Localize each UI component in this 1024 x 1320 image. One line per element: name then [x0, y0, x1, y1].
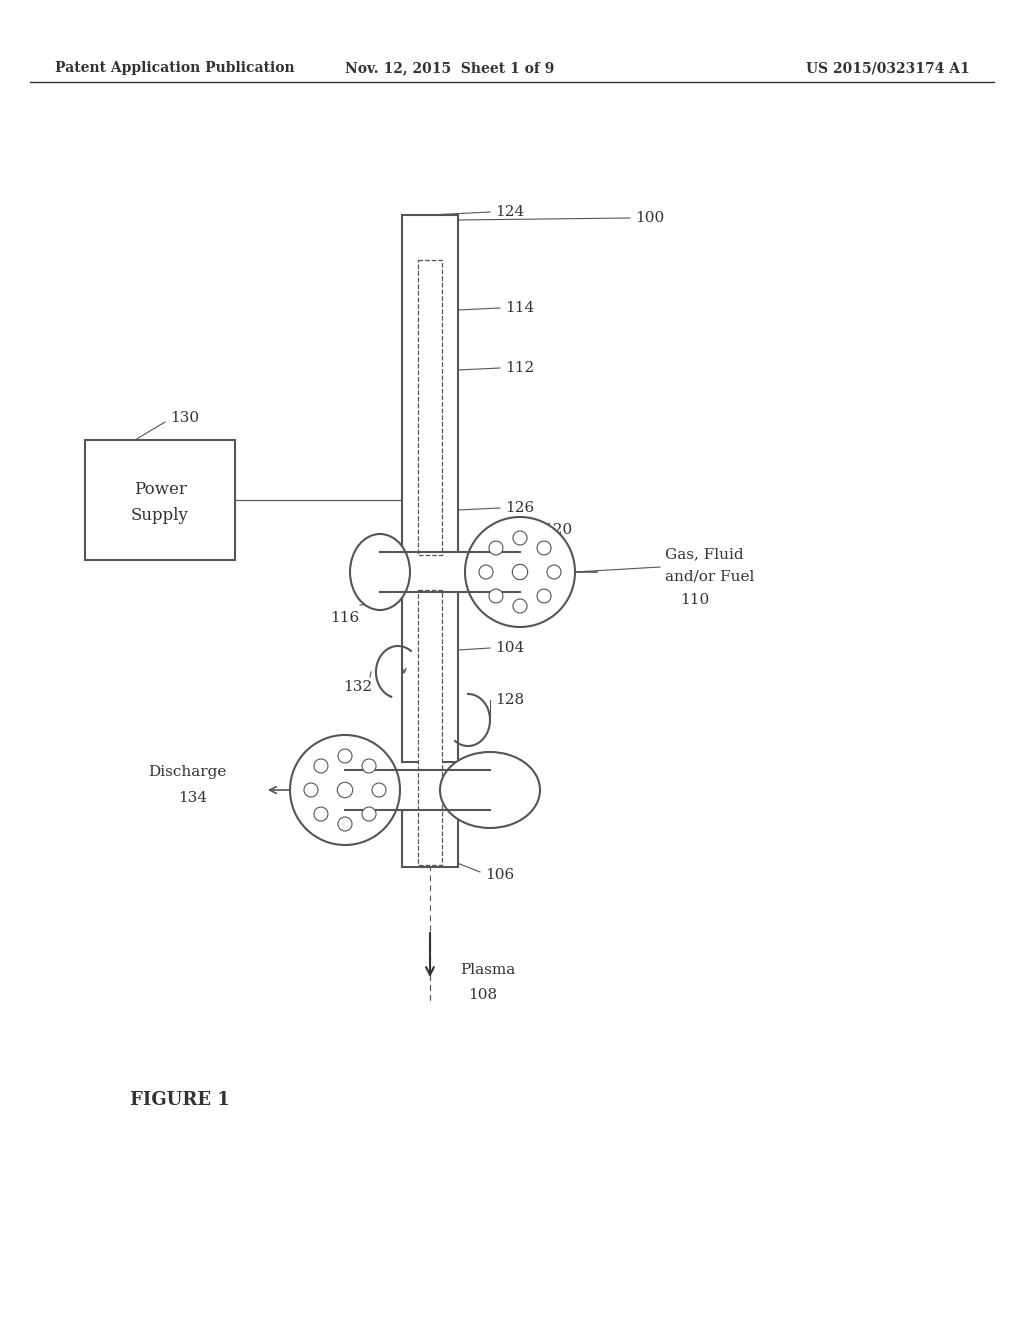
Bar	[418, 260, 442, 554]
Text: Power: Power	[133, 482, 186, 499]
Circle shape	[488, 589, 503, 603]
Text: 114: 114	[505, 301, 535, 315]
Text: 126: 126	[505, 502, 535, 515]
Text: 118: 118	[298, 762, 327, 775]
Circle shape	[488, 541, 503, 554]
Circle shape	[513, 531, 527, 545]
Circle shape	[537, 541, 551, 554]
Text: FIGURE 1: FIGURE 1	[130, 1092, 229, 1109]
Bar	[85, 440, 234, 560]
Bar	[380, 552, 520, 591]
Circle shape	[362, 759, 376, 774]
Text: Supply: Supply	[131, 507, 189, 524]
Text: 102: 102	[495, 762, 524, 775]
Text: 100: 100	[635, 211, 665, 224]
Bar	[402, 590, 458, 762]
Circle shape	[314, 807, 328, 821]
Text: 122: 122	[495, 546, 524, 560]
Bar	[345, 770, 490, 810]
Bar	[402, 797, 458, 867]
Circle shape	[314, 759, 328, 774]
Circle shape	[537, 589, 551, 603]
Circle shape	[372, 783, 386, 797]
Bar	[418, 590, 442, 865]
Ellipse shape	[350, 535, 410, 610]
Text: Gas, Fluid: Gas, Fluid	[665, 546, 743, 561]
Circle shape	[465, 517, 575, 627]
Text: 132: 132	[343, 680, 372, 694]
Text: 128: 128	[495, 693, 524, 708]
Circle shape	[513, 599, 527, 612]
Text: 130: 130	[170, 411, 199, 425]
Circle shape	[290, 735, 400, 845]
Text: Nov. 12, 2015  Sheet 1 of 9: Nov. 12, 2015 Sheet 1 of 9	[345, 61, 555, 75]
Text: 108: 108	[468, 987, 497, 1002]
Text: US 2015/0323174 A1: US 2015/0323174 A1	[806, 61, 970, 75]
Text: Plasma: Plasma	[460, 964, 515, 977]
Circle shape	[547, 565, 561, 579]
Circle shape	[337, 783, 352, 797]
Text: 112: 112	[505, 360, 535, 375]
Text: 106: 106	[485, 869, 514, 882]
Circle shape	[479, 565, 493, 579]
Text: and/or Fuel: and/or Fuel	[665, 570, 755, 583]
Circle shape	[362, 807, 376, 821]
Text: 120: 120	[543, 523, 572, 537]
Bar	[402, 215, 458, 554]
Text: 134: 134	[178, 791, 207, 805]
Text: 116: 116	[330, 611, 359, 624]
Ellipse shape	[440, 752, 540, 828]
Circle shape	[338, 748, 352, 763]
Text: 110: 110	[680, 593, 710, 607]
Text: 124: 124	[495, 205, 524, 219]
Text: 104: 104	[495, 642, 524, 655]
Text: Patent Application Publication: Patent Application Publication	[55, 61, 295, 75]
Circle shape	[512, 565, 527, 579]
Circle shape	[304, 783, 318, 797]
Circle shape	[338, 817, 352, 832]
Text: Discharge: Discharge	[148, 766, 226, 779]
